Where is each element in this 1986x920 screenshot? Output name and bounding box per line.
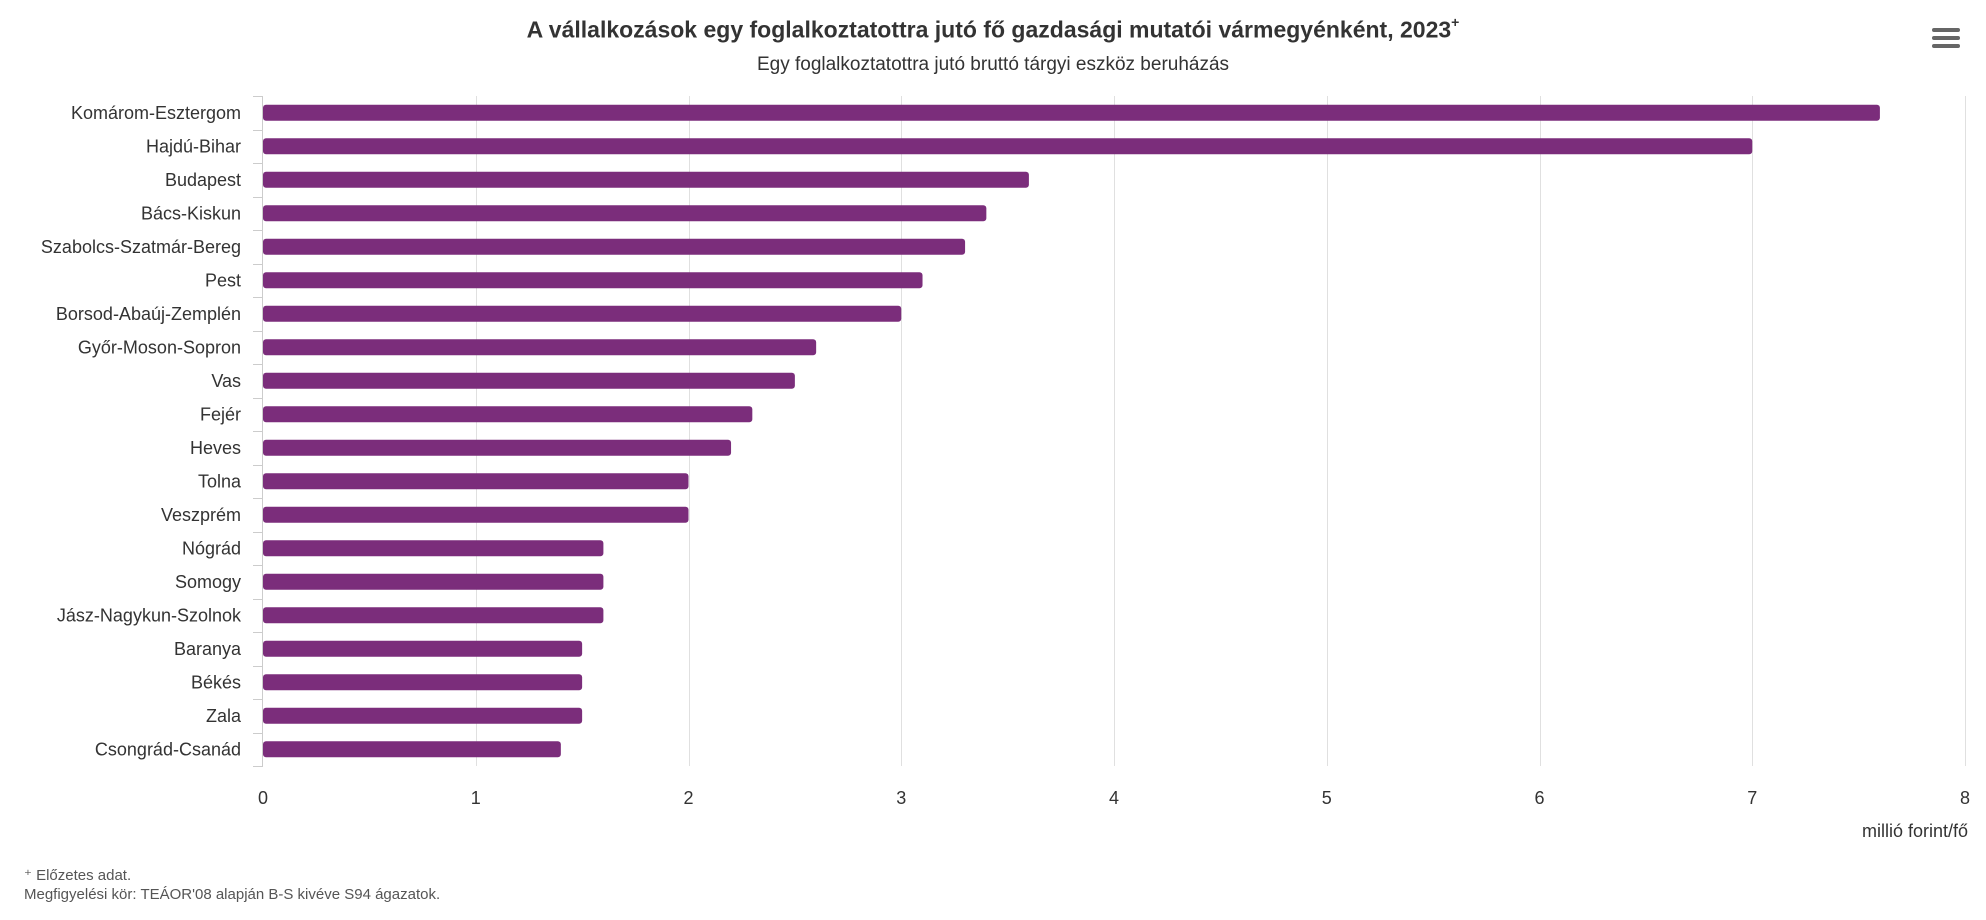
x-tick-label: 7 (1747, 788, 1757, 808)
bar[interactable] (263, 674, 583, 691)
bar[interactable] (263, 607, 604, 624)
category-label: Budapest (165, 170, 241, 190)
chart-title: A vállalkozások egy foglalkoztatottra ju… (0, 14, 1986, 44)
bar[interactable] (263, 104, 1880, 121)
category-label: Borsod-Abaúj-Zemplén (56, 304, 241, 324)
menu-line (1932, 36, 1960, 40)
x-tick-label: 0 (258, 788, 268, 808)
bars (263, 104, 1880, 758)
x-tick-label: 2 (683, 788, 693, 808)
category-label: Vas (211, 371, 241, 391)
bar[interactable] (263, 540, 604, 557)
category-label: Bács-Kiskun (141, 203, 241, 223)
x-tick-labels: 0 1 2 3 4 5 6 7 8 (258, 788, 1970, 808)
bar[interactable] (263, 238, 966, 255)
category-label: Győr-Moson-Sopron (78, 337, 241, 357)
bar[interactable] (263, 171, 1029, 188)
chart-title-text: A vállalkozások egy foglalkoztatottra ju… (526, 16, 1452, 43)
category-label: Pest (205, 270, 241, 290)
bar[interactable] (263, 573, 604, 590)
chart-title-superscript: + (1451, 14, 1460, 30)
x-tick-label: 5 (1322, 788, 1332, 808)
bar[interactable] (263, 406, 753, 423)
category-label: Heves (190, 438, 241, 458)
x-tick-label: 6 (1534, 788, 1544, 808)
x-tick-label: 3 (896, 788, 906, 808)
bar[interactable] (263, 372, 795, 389)
bar[interactable] (263, 439, 732, 456)
bar[interactable] (263, 305, 902, 322)
category-labels: Komárom-Esztergom Hajdú-Bihar Budapest Bács… (41, 103, 242, 760)
category-label: Somogy (175, 572, 241, 592)
category-label: Veszprém (161, 505, 241, 525)
grid-lines (476, 96, 1966, 766)
hamburger-menu-icon[interactable] (1932, 28, 1960, 52)
bar[interactable] (263, 707, 583, 724)
category-label: Békés (191, 672, 241, 692)
bar[interactable] (263, 339, 817, 356)
chart-subtitle: Egy foglalkoztatottra jutó bruttó tárgyi… (756, 54, 1230, 75)
category-label: Tolna (198, 471, 242, 491)
x-tick-label: 4 (1109, 788, 1119, 808)
category-label: Baranya (174, 639, 242, 659)
x-tick-label: 8 (1960, 788, 1970, 808)
bar[interactable] (263, 138, 1753, 155)
bar[interactable] (263, 473, 689, 490)
bar[interactable] (263, 506, 689, 523)
category-label: Szabolcs-Szatmár-Bereg (41, 237, 241, 257)
bar[interactable] (263, 640, 583, 657)
category-label: Hajdú-Bihar (146, 136, 241, 156)
category-label: Jász-Nagykun-Szolnok (57, 605, 242, 625)
x-axis-label: millió forint/fő (1861, 821, 1968, 841)
category-label: Nógrád (182, 538, 241, 558)
category-label: Csongrád-Csanád (95, 739, 241, 759)
footnote-preliminary: ⁺ Előzetes adat. (24, 867, 132, 884)
menu-line (1932, 28, 1960, 32)
bar[interactable] (263, 205, 987, 222)
bar[interactable] (263, 741, 561, 758)
menu-line (1932, 44, 1960, 48)
category-label: Komárom-Esztergom (71, 103, 241, 123)
footnote-scope: Megfigyelési kör: TEÁOR'08 alapján B-S k… (24, 886, 441, 903)
category-label: Zala (206, 706, 242, 726)
y-axis (253, 96, 263, 767)
category-label: Fejér (200, 404, 241, 424)
x-tick-label: 1 (471, 788, 481, 808)
bar[interactable] (263, 272, 923, 289)
